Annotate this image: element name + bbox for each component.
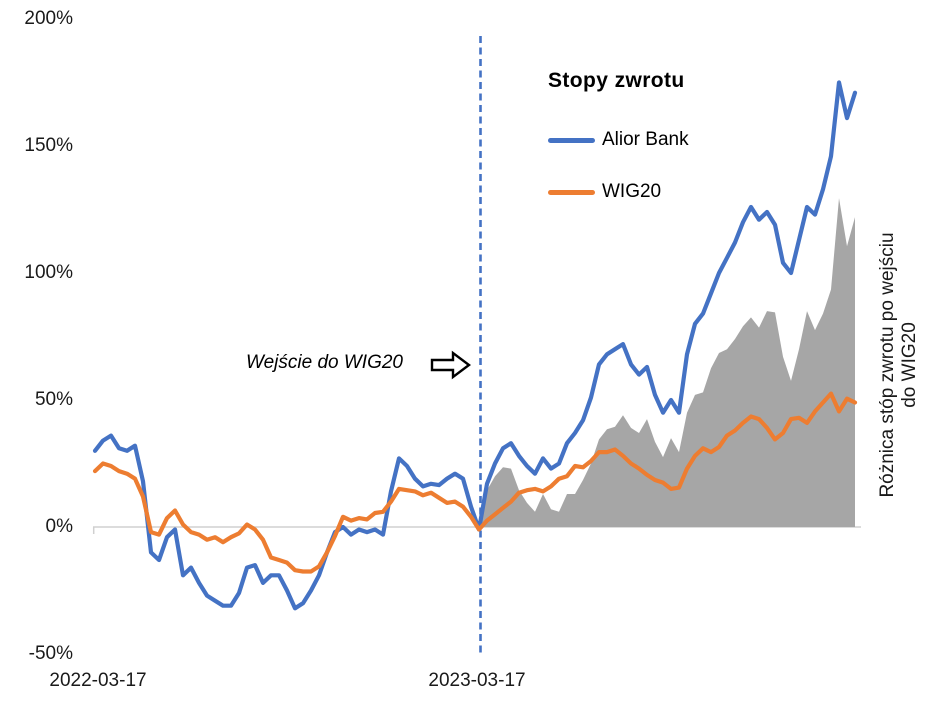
y-tick-100: 100% — [24, 262, 73, 283]
right-axis-label-line2: do WIG20 — [899, 322, 920, 408]
y-tick-0: 0% — [45, 516, 73, 537]
y-tick-neg50: -50% — [28, 643, 73, 664]
alior-bank-line-swatch — [548, 137, 595, 143]
entry-annotation-text: Wejście do WIG20 — [246, 352, 403, 373]
x-tick-entry: 2023-03-17 — [428, 670, 526, 691]
right-block-arrow-icon — [430, 350, 471, 380]
y-tick-150: 150% — [24, 135, 73, 156]
y-tick-50: 50% — [34, 389, 73, 410]
legend-item-wig20: WIG20 — [548, 180, 661, 204]
legend-title: Stopy zwrotu — [548, 69, 685, 92]
right-axis-difference-label: Różnica stóp zwrotu po wejściu do WIG20 — [877, 185, 923, 545]
legend-item-alior-bank: Alior Bank — [548, 128, 689, 152]
legend-label-wig20: WIG20 — [602, 181, 662, 202]
y-tick-200: 200% — [24, 8, 73, 29]
right-axis-label-line1: Różnica stóp zwrotu po wejściu — [877, 232, 898, 498]
x-tick-start: 2022-03-17 — [49, 670, 147, 691]
legend-label-alior-bank: Alior Bank — [602, 129, 689, 150]
wig20-line-swatch — [548, 189, 595, 195]
